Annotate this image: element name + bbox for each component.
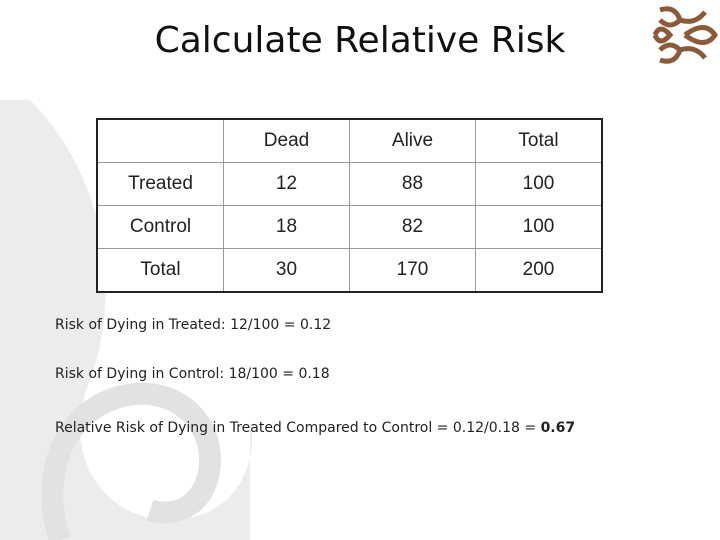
table-cell: 82	[349, 205, 476, 249]
table-cell: 100	[475, 162, 603, 206]
table-cell: Total	[96, 248, 224, 293]
table-row: Control 18 82 100	[96, 205, 603, 249]
table-cell: 30	[223, 248, 350, 293]
table-cell: 200	[475, 248, 603, 293]
note-line: Risk of Dying in Treated: 12/100 = 0.12	[55, 317, 331, 333]
slide-title: Calculate Relative Risk	[154, 20, 566, 61]
table-cell: 100	[475, 205, 603, 249]
table-cell: 12	[223, 162, 350, 206]
table-cell: Treated	[96, 162, 224, 206]
header-cell: Total	[475, 118, 603, 163]
note-line: Relative Risk of Dying in Treated Compar…	[55, 420, 575, 436]
table-cell: 170	[349, 248, 476, 293]
note-line: Risk of Dying in Control: 18/100 = 0.18	[55, 366, 330, 382]
data-table: Dead Alive Total Treated 12 88 100 Control 18 82 1…	[96, 118, 603, 293]
table-row: Treated 12 88 100	[96, 162, 603, 206]
logo	[652, 6, 719, 64]
table-row: Total 30 170 200	[96, 248, 603, 293]
header-row: Dead Alive Total	[96, 118, 603, 163]
header-cell	[96, 118, 224, 163]
header-cell: Dead	[223, 118, 350, 163]
note-text: Relative Risk of Dying in Treated Compar…	[55, 420, 541, 436]
table-cell: 88	[349, 162, 476, 206]
header-cell: Alive	[349, 118, 476, 163]
note-text: Risk of Dying in Treated: 12/100 = 0.12	[55, 317, 332, 333]
note-text: Risk of Dying in Control: 18/100 = 0.18	[55, 366, 330, 382]
note-result: 0.67	[540, 420, 576, 436]
table-cell: Control	[96, 205, 224, 249]
table-cell: 18	[223, 205, 350, 249]
